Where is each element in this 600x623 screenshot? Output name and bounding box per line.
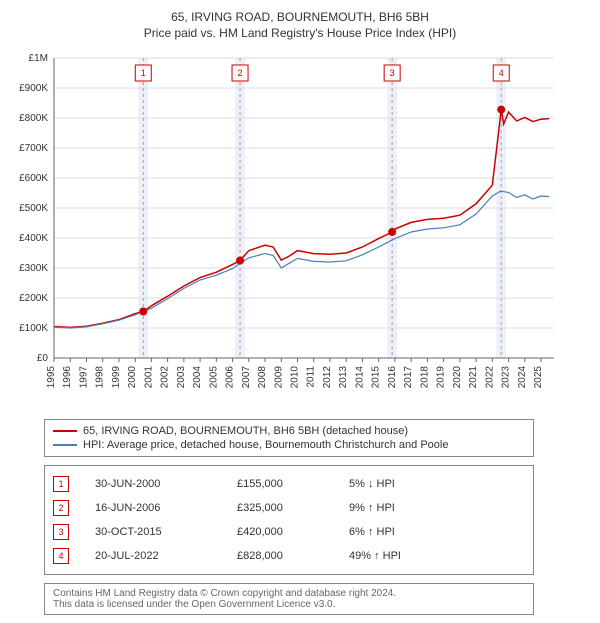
sale-row: 3 30-OCT-2015 £420,000 6% ↑ HPI <box>53 520 525 544</box>
sale-date: 30-JUN-2000 <box>95 478 225 490</box>
y-tick-label: £700K <box>19 143 48 154</box>
legend-label: HPI: Average price, detached house, Bour… <box>83 439 448 451</box>
legend-item: 65, IRVING ROAD, BOURNEMOUTH, BH6 5BH (d… <box>53 424 525 438</box>
sale-marker-num: 1 <box>141 68 146 78</box>
page-title: 65, IRVING ROAD, BOURNEMOUTH, BH6 5BH <box>8 10 592 24</box>
sale-point <box>388 228 396 236</box>
x-tick-label: 2011 <box>306 366 317 388</box>
x-tick-label: 2012 <box>322 366 333 389</box>
sale-price: £420,000 <box>237 526 337 538</box>
legend-swatch <box>53 430 77 432</box>
y-tick-label: £600K <box>19 173 48 184</box>
sale-marker-num: 3 <box>390 68 395 78</box>
x-tick-label: 2015 <box>371 366 382 389</box>
legend: 65, IRVING ROAD, BOURNEMOUTH, BH6 5BH (d… <box>44 419 534 457</box>
sale-delta: 5% ↓ HPI <box>349 478 469 490</box>
y-tick-label: £200K <box>19 293 48 304</box>
x-tick-label: 2013 <box>338 366 349 389</box>
x-tick-label: 2006 <box>225 366 236 389</box>
sale-num-badge: 2 <box>53 500 69 516</box>
y-tick-label: £800K <box>19 113 48 124</box>
x-tick-label: 2005 <box>208 366 219 389</box>
sale-date: 16-JUN-2006 <box>95 502 225 514</box>
x-tick-label: 2022 <box>484 366 495 389</box>
series-hpi <box>54 191 549 328</box>
x-tick-label: 2014 <box>354 366 365 389</box>
sale-date: 20-JUL-2022 <box>95 550 225 562</box>
x-tick-label: 2021 <box>468 366 479 389</box>
y-tick-label: £0 <box>37 353 49 364</box>
sale-point <box>236 257 244 265</box>
y-tick-label: £400K <box>19 233 48 244</box>
y-tick-label: £100K <box>19 323 48 334</box>
sale-num-badge: 1 <box>53 476 69 492</box>
sale-date: 30-OCT-2015 <box>95 526 225 538</box>
x-tick-label: 1999 <box>111 366 122 389</box>
x-tick-label: 2023 <box>501 366 512 389</box>
sale-delta: 9% ↑ HPI <box>349 502 469 514</box>
x-tick-label: 1996 <box>62 366 73 389</box>
y-tick-label: £1M <box>29 53 48 64</box>
page-subtitle: Price paid vs. HM Land Registry's House … <box>8 26 592 40</box>
sale-price: £828,000 <box>237 550 337 562</box>
x-tick-label: 2020 <box>452 366 463 389</box>
sale-price: £155,000 <box>237 478 337 490</box>
sale-marker-num: 2 <box>238 68 243 78</box>
sale-delta: 6% ↑ HPI <box>349 526 469 538</box>
sale-row: 1 30-JUN-2000 £155,000 5% ↓ HPI <box>53 472 525 496</box>
chart-container: £0 £100K £200K £300K £400K £500K £600K £700K £80… <box>8 48 592 411</box>
series-property <box>54 110 549 328</box>
footer: Contains HM Land Registry data © Crown c… <box>44 583 534 615</box>
x-tick-label: 2017 <box>403 366 414 389</box>
legend-item: HPI: Average price, detached house, Bour… <box>53 438 525 452</box>
x-tick-label: 2009 <box>273 366 284 389</box>
legend-swatch <box>53 444 77 446</box>
sale-marker-num: 4 <box>499 68 504 78</box>
x-tick-label: 2024 <box>517 366 528 389</box>
x-tick-label: 2018 <box>419 366 430 389</box>
sale-row: 4 20-JUL-2022 £828,000 49% ↑ HPI <box>53 544 525 568</box>
x-tick-label: 1995 <box>46 366 57 389</box>
x-tick-label: 2004 <box>192 366 203 389</box>
x-tick-label: 2003 <box>176 366 187 389</box>
x-tick-label: 1998 <box>95 366 106 389</box>
x-tick-label: 2019 <box>436 366 447 389</box>
y-tick-label: £300K <box>19 263 48 274</box>
sale-delta: 49% ↑ HPI <box>349 550 469 562</box>
x-tick-label: 2016 <box>387 366 398 389</box>
sale-row: 2 16-JUN-2006 £325,000 9% ↑ HPI <box>53 496 525 520</box>
x-tick-label: 2001 <box>143 366 154 389</box>
footer-line-2: This data is licensed under the Open Gov… <box>53 599 525 610</box>
x-tick-label: 2010 <box>290 366 301 389</box>
sale-point <box>497 106 505 114</box>
x-tick-label: 2025 <box>533 366 544 389</box>
price-chart: £0 £100K £200K £300K £400K £500K £600K £700K £80… <box>8 48 568 408</box>
sale-price: £325,000 <box>237 502 337 514</box>
footer-line-1: Contains HM Land Registry data © Crown c… <box>53 588 525 599</box>
sale-num-badge: 4 <box>53 548 69 564</box>
sales-table: 1 30-JUN-2000 £155,000 5% ↓ HPI 2 16-JUN-2006… <box>44 465 534 575</box>
legend-label: 65, IRVING ROAD, BOURNEMOUTH, BH6 5BH (d… <box>83 425 408 437</box>
sale-point <box>139 308 147 316</box>
x-tick-label: 2007 <box>241 366 252 389</box>
x-tick-label: 1997 <box>78 366 89 389</box>
y-tick-label: £500K <box>19 203 48 214</box>
x-tick-label: 2008 <box>257 366 268 389</box>
x-tick-label: 2002 <box>160 366 171 389</box>
x-tick-label: 2000 <box>127 366 138 389</box>
sale-num-badge: 3 <box>53 524 69 540</box>
y-tick-label: £900K <box>19 83 48 94</box>
